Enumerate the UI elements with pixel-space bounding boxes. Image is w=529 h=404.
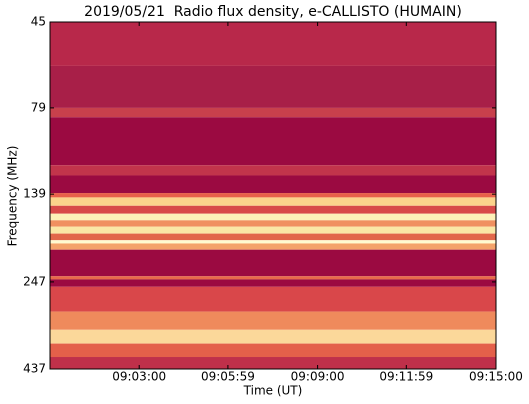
band: [50, 276, 496, 280]
x-tick-label: 09:09:00: [291, 370, 345, 384]
y-tick-label: 437: [23, 362, 46, 376]
band: [50, 213, 496, 221]
band: [50, 226, 496, 234]
band: [50, 233, 496, 241]
band: [50, 107, 496, 118]
band: [50, 197, 496, 206]
band: [50, 220, 496, 227]
band: [50, 357, 496, 369]
x-tick-label: 09:15:00: [469, 370, 523, 384]
x-axis-label: Time (UT): [243, 384, 303, 398]
y-tick-label: 79: [31, 100, 46, 114]
band: [50, 117, 496, 166]
band: [50, 279, 496, 287]
y-tick-label: 45: [31, 15, 46, 29]
x-tick-label: 09:11:59: [379, 370, 433, 384]
band: [50, 65, 496, 108]
band: [50, 286, 496, 312]
band: [50, 165, 496, 176]
chart-title: 2019/05/21 Radio flux density, e-CALLIST…: [84, 4, 462, 20]
band: [50, 249, 496, 277]
plot-frame: [49, 21, 497, 370]
y-tick-label: 247: [23, 274, 46, 288]
band: [50, 329, 496, 344]
y-axis-label: Frequency (MHz): [6, 146, 20, 247]
band: [50, 343, 496, 358]
x-tick-label: 09:05:59: [201, 370, 255, 384]
band: [50, 22, 496, 66]
band: [50, 205, 496, 214]
y-tick-label: 139: [23, 187, 46, 201]
band: [50, 240, 496, 244]
x-tick-label: 09:03:00: [112, 370, 166, 384]
band: [50, 193, 496, 198]
band: [50, 243, 496, 250]
band: [50, 175, 496, 194]
band: [50, 311, 496, 330]
